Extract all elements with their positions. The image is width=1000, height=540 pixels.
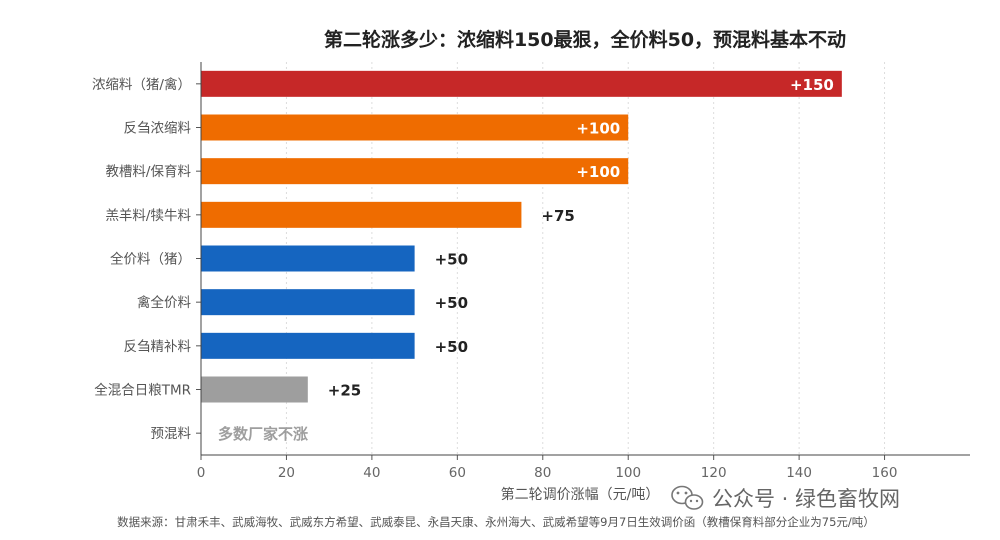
category-label: 全价料（猪） <box>110 251 191 268</box>
chart-title: 第二轮涨多少：浓缩料150最狠，全价料50，预混料基本不动 <box>324 28 846 51</box>
x-tick-label: 100 <box>615 465 641 481</box>
category-label: 全混合日粮TMR <box>94 382 191 399</box>
x-tick-label: 0 <box>197 465 206 481</box>
category-label: 禽全价料 <box>137 294 191 311</box>
category-label: 反刍精补料 <box>124 339 192 355</box>
category-label: 反刍浓缩料 <box>124 121 192 137</box>
bar <box>201 70 842 97</box>
bar <box>201 158 629 185</box>
data-label: +100 <box>576 163 620 181</box>
category-label: 教槽料/保育料 <box>105 164 191 180</box>
x-tick-label: 80 <box>534 465 551 481</box>
bar <box>201 289 415 316</box>
data-label: +50 <box>435 338 468 356</box>
bar <box>201 114 629 141</box>
bar <box>201 245 415 272</box>
bar <box>201 376 308 403</box>
category-label: 羔羊料/犊牛料 <box>105 208 191 224</box>
x-tick-label: 40 <box>363 465 380 481</box>
data-label: +150 <box>790 76 834 94</box>
wechat-icon <box>671 485 704 510</box>
x-tick-label: 20 <box>278 465 295 481</box>
x-tick-label: 140 <box>786 465 812 481</box>
category-label: 浓缩料（猪/禽） <box>92 76 191 93</box>
data-label: +50 <box>435 294 468 312</box>
data-labels: +150 +100 +100 +75 +50 +50 +50 +25 多数厂家不涨 <box>218 76 834 443</box>
source-note: 数据来源：甘肃禾丰、武威海牧、武威东方希望、武威泰昆、永昌天康、永州海大、武威希… <box>117 515 875 529</box>
bar <box>201 201 522 228</box>
data-label: 多数厂家不涨 <box>218 425 308 443</box>
data-label: +75 <box>541 207 574 225</box>
data-label: +50 <box>435 251 468 269</box>
category-label: 预混料 <box>151 426 192 442</box>
data-label: +100 <box>576 120 620 138</box>
bars-group <box>201 70 842 403</box>
data-label: +25 <box>328 382 361 400</box>
x-tick-label: 120 <box>701 465 727 481</box>
tick-labels: 0 20 40 60 80 100 120 140 160 <box>197 455 898 481</box>
x-tick-label: 60 <box>449 465 466 481</box>
x-axis-title: 第二轮调价涨幅（元/吨） <box>501 486 660 503</box>
bar <box>201 332 415 359</box>
watermark-text: 公众号 · 绿色畜牧网 <box>712 487 900 511</box>
x-tick-label: 160 <box>872 465 898 481</box>
